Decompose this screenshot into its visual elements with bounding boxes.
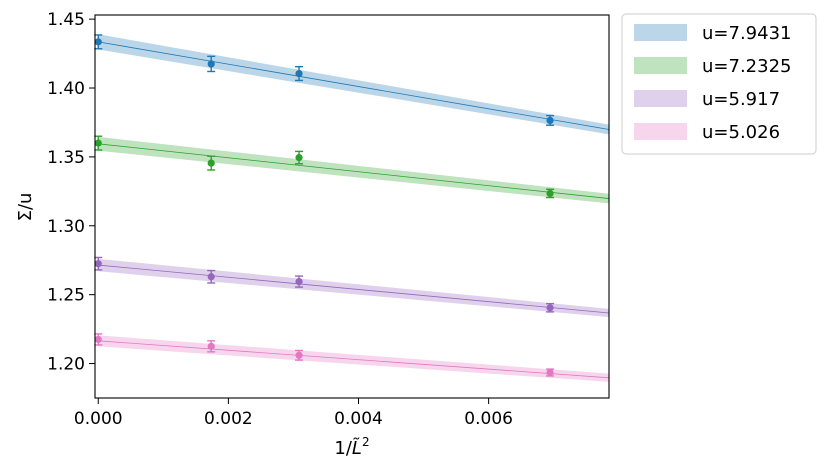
point-u-7-2325-0 xyxy=(94,139,102,147)
fit-line-u-7-2325 xyxy=(98,143,609,199)
point-u-5-917-3 xyxy=(546,304,554,312)
legend-swatch-u-7-9431 xyxy=(634,24,687,41)
point-u-5-026-1 xyxy=(207,342,215,350)
x-axis-ticks: 0.000 0.002 0.004 0.006 xyxy=(74,398,513,429)
fit-line-u-5-026 xyxy=(98,340,609,379)
legend-swatch-u-5-026 xyxy=(634,123,687,140)
point-u-7-9431-1 xyxy=(207,60,215,68)
band-u-7-9431 xyxy=(98,34,609,135)
point-u-5-917-2 xyxy=(295,277,303,286)
point-u-5-026-3 xyxy=(546,368,554,377)
legend-label-u-7-9431: u=7.9431 xyxy=(702,23,791,44)
x-tick-label: 0.004 xyxy=(334,409,383,429)
band-u-5-026 xyxy=(98,335,609,382)
legend-swatch-u-5-917 xyxy=(634,90,687,107)
point-u-5-026-2 xyxy=(295,351,303,359)
point-u-5-026-0 xyxy=(94,335,102,344)
legend-label-u-5-917: u=5.917 xyxy=(702,89,780,110)
band-u-7-2325 xyxy=(98,136,609,204)
point-u-7-9431-2 xyxy=(295,69,303,78)
plot-frame xyxy=(94,14,610,399)
point-u-7-9431-0 xyxy=(94,38,102,46)
band-u-5-917 xyxy=(98,258,609,318)
y-tick-label: 1.40 xyxy=(47,79,85,99)
y-axis-label: Σ/u xyxy=(15,193,36,222)
point-u-7-2325-3 xyxy=(546,189,554,198)
fit-line-u-5-917 xyxy=(98,264,609,314)
point-u-5-917-0 xyxy=(94,260,102,268)
y-tick-label: 1.20 xyxy=(47,355,85,375)
y-axis-ticks: 1.20 1.25 1.30 1.35 1.40 1.45 xyxy=(47,10,95,375)
point-u-5-917-1 xyxy=(207,273,215,281)
x-tick-label: 0.000 xyxy=(74,409,123,429)
legend-frame xyxy=(621,13,817,155)
legend-label-u-7-2325: u=7.2325 xyxy=(702,56,791,77)
fit-line-u-7-9431 xyxy=(98,41,609,130)
y-tick-label: 1.25 xyxy=(47,286,85,306)
point-u-7-2325-2 xyxy=(295,153,303,162)
data-points xyxy=(94,38,554,377)
x-axis-label-L: L̃ xyxy=(352,438,362,459)
fit-lines xyxy=(98,41,609,379)
legend-label-u-5-026: u=5.026 xyxy=(702,122,780,143)
confidence-bands xyxy=(98,34,609,382)
x-axis-label: 1/L̃2 xyxy=(334,435,369,459)
legend: u=7.9431 u=7.2325 u=5.917 u=5.026 xyxy=(621,13,817,155)
y-tick-label: 1.35 xyxy=(47,148,85,168)
legend-swatch-u-7-2325 xyxy=(634,57,687,74)
x-tick-label: 0.006 xyxy=(464,409,513,429)
y-tick-label: 1.45 xyxy=(47,10,85,30)
y-tick-label: 1.30 xyxy=(47,217,85,237)
x-tick-label: 0.002 xyxy=(204,409,253,429)
point-u-7-9431-3 xyxy=(546,116,554,124)
point-u-7-2325-1 xyxy=(207,159,215,167)
